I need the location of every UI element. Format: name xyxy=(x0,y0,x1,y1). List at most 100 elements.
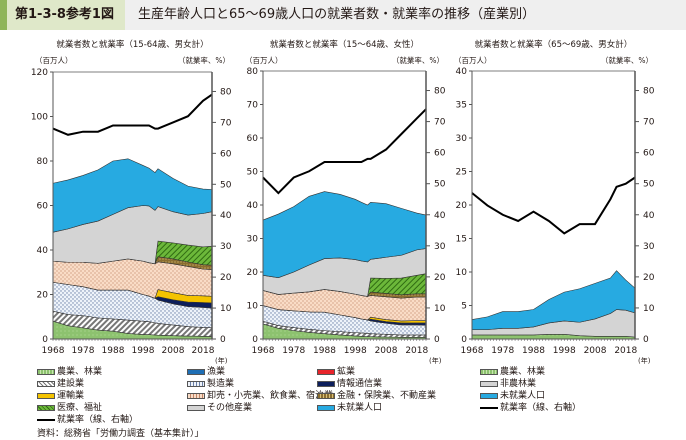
x-tick-label: 1988 xyxy=(102,346,125,356)
right-tick-label: 70 xyxy=(434,118,446,128)
right-tick-label: 40 xyxy=(220,211,232,221)
employment-rate-line xyxy=(52,93,213,136)
right-tick-label: 20 xyxy=(220,273,232,283)
left-tick-label: 0 xyxy=(461,335,467,345)
legend-swatch-fishery xyxy=(187,368,205,375)
legend-swatch-medical xyxy=(37,404,55,411)
x-tick-label: 1968 xyxy=(42,346,65,356)
legend-swatch-wholesale xyxy=(187,392,205,399)
legend-label: 就業率（線、右軸） xyxy=(500,403,582,413)
left-tick-label: 30 xyxy=(247,235,259,245)
chart-3: 就業者数と就業率（65～69歳、男女計） （百万人） （就業率、%） 0 5 10 15 20… xyxy=(454,39,655,365)
legend-swatch-mining xyxy=(317,368,335,375)
right-tick-label: 50 xyxy=(643,180,655,190)
legend-item-other: その他産業 xyxy=(187,402,252,415)
left-tick-label: 15 xyxy=(456,235,467,245)
legend-label: 運輸業 xyxy=(57,391,85,401)
legend-label: 医療、福祉 xyxy=(57,403,103,413)
figure-number: 第1-3-8参考1図 xyxy=(7,0,125,30)
legend-swatch-agri xyxy=(37,368,55,375)
legend-item-transport: 運輸業 xyxy=(37,390,84,403)
left-tick-label: 10 xyxy=(247,302,259,312)
legend-item-manufacturing: 製造業 xyxy=(187,378,234,391)
left-tick-label: 35 xyxy=(456,101,467,111)
legend-swatch-not_employed xyxy=(480,392,498,399)
left-tick-label: 120 xyxy=(31,68,48,78)
legend-item-agri: 農業、林業 xyxy=(480,366,545,379)
right-tick-label: 40 xyxy=(643,211,655,221)
right-tick-label: 50 xyxy=(220,180,232,190)
x-tick-label: 1968 xyxy=(252,346,275,356)
left-tick-label: 80 xyxy=(247,67,259,77)
x-tick-label: 2008 xyxy=(162,346,185,356)
legend-swatch-finance xyxy=(317,392,335,399)
right-axis-unit: （就業率、%） xyxy=(178,55,230,65)
legend-swatch-construction xyxy=(37,380,55,387)
legend-item-wholesale: 卸売・小売業、飲食業、宿泊業 xyxy=(187,390,333,403)
right-tick-label: 0 xyxy=(434,335,440,345)
chart-2: 就業者数と就業率（15～64歳、女性） （百万人） （就業率、%） 0 10 20 30 40… xyxy=(245,39,446,365)
x-tick-label: 2018 xyxy=(405,346,428,356)
chart-title: 就業者数と就業率（65～69歳、男女計） xyxy=(475,39,633,50)
left-tick-label: 80 xyxy=(37,157,49,167)
x-tick-label: 1978 xyxy=(72,346,95,356)
source-note: 資料：総務省「労働力調査（基本集計）」 xyxy=(37,429,204,439)
legend-item-medical: 医療、福祉 xyxy=(37,402,102,415)
left-tick-label: 20 xyxy=(456,201,468,211)
legend-label: 漁業 xyxy=(207,367,226,377)
x-tick-label: 1988 xyxy=(313,346,336,356)
legend-item-mining: 鉱業 xyxy=(317,366,355,379)
right-tick-label: 60 xyxy=(643,149,655,159)
left-axis-unit: （百万人） xyxy=(454,56,492,65)
left-tick-label: 5 xyxy=(461,302,467,312)
right-tick-label: 70 xyxy=(220,118,232,128)
legend-label: 鉱業 xyxy=(337,367,356,377)
x-tick-label: 1998 xyxy=(132,346,155,356)
legend-swatch-manufacturing xyxy=(187,380,205,387)
right-tick-label: 80 xyxy=(643,87,655,97)
x-tick-label: 1998 xyxy=(344,346,367,356)
legend-right: 農業、林業 非農林業 未就業人口 就業率（線、右軸） xyxy=(480,366,680,426)
right-tick-label: 10 xyxy=(434,304,446,314)
legend-swatch-agri xyxy=(480,368,498,375)
left-tick-label: 25 xyxy=(456,168,467,178)
right-tick-label: 60 xyxy=(434,149,446,159)
legend-swatch-rate-line xyxy=(37,418,55,421)
left-tick-label: 40 xyxy=(456,67,468,77)
right-tick-label: 60 xyxy=(220,149,232,159)
figure-title: 生産年齢人口と65～69歳人口の就業者数・就業率の推移（産業別） xyxy=(138,7,536,22)
x-tick-label: 1978 xyxy=(491,346,514,356)
left-tick-label: 60 xyxy=(247,134,259,144)
left-tick-label: 40 xyxy=(37,246,49,256)
right-tick-label: 10 xyxy=(220,304,232,314)
chart-title: 就業者数と就業率（15～64歳、女性） xyxy=(270,39,419,50)
legend-label: 就業率（線、右軸） xyxy=(57,415,139,425)
legend-swatch-nonagri xyxy=(480,380,498,387)
right-tick-label: 20 xyxy=(434,273,446,283)
legend-swatch-other xyxy=(187,404,205,411)
left-tick-label: 20 xyxy=(37,291,49,301)
title-accent xyxy=(0,0,7,30)
x-tick-label: 2018 xyxy=(614,346,637,356)
legend-label: 未就業人口 xyxy=(337,403,383,413)
right-tick-label: 30 xyxy=(643,242,655,252)
right-tick-label: 0 xyxy=(643,335,649,345)
legend-item-not_employed: 未就業人口 xyxy=(480,390,545,403)
x-tick-label: 1968 xyxy=(461,346,484,356)
right-tick-label: 20 xyxy=(643,273,655,283)
legend-label: 農業、林業 xyxy=(500,367,546,377)
legend-item-rate-line: 就業率（線、右軸） xyxy=(37,414,138,427)
legend-main: 農業、林業 漁業 鉱業 建設業 製造業 情報通信業 運輸業 卸売・小売業、飲食業、宿泊業 金融・… xyxy=(37,366,437,426)
legend-label: その他産業 xyxy=(207,403,253,413)
x-tick-label: 2008 xyxy=(375,346,398,356)
right-tick-label: 10 xyxy=(643,304,655,314)
left-tick-label: 60 xyxy=(37,202,49,212)
legend-label: 未就業人口 xyxy=(500,391,546,401)
left-tick-label: 20 xyxy=(247,268,259,278)
right-tick-label: 40 xyxy=(434,211,446,221)
legend-item-construction: 建設業 xyxy=(37,378,84,391)
left-tick-label: 40 xyxy=(247,201,259,211)
x-tick-label: 2018 xyxy=(192,346,215,356)
x-tick-label: 1988 xyxy=(522,346,545,356)
legend-swatch-transport xyxy=(37,392,55,399)
